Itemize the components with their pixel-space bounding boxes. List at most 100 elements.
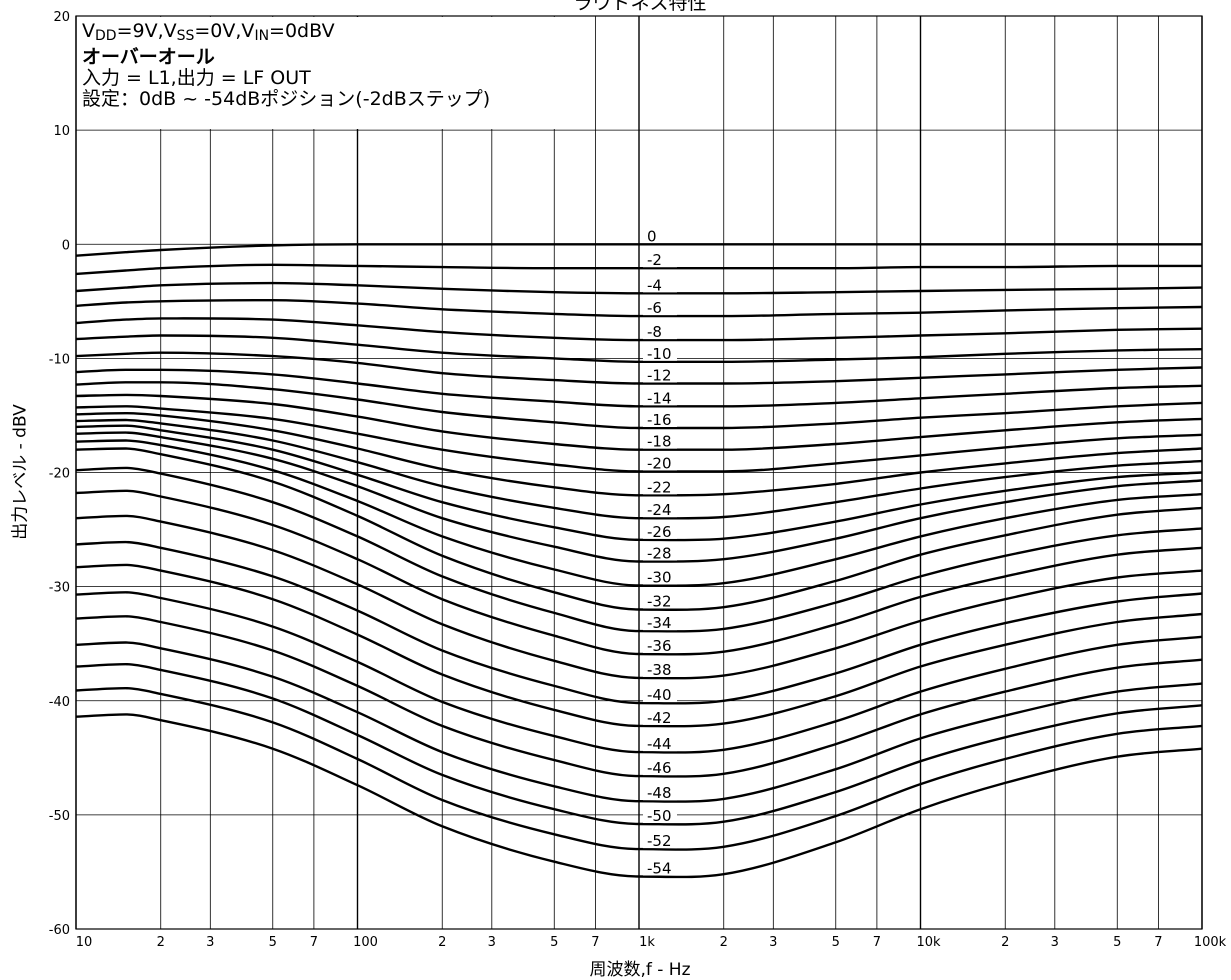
series-label: -38 [647,661,672,679]
series-label: -10 [647,345,672,363]
series-label: -28 [647,545,672,563]
series-label: 0 [647,227,657,245]
series-line [75,368,1203,408]
x-tick-label: 3 [488,935,496,950]
x-tick-label: 2 [1001,935,1009,950]
series-label-bg [643,389,677,406]
x-tick-label: 1k [639,935,655,950]
series-line [75,447,1203,611]
series-label: -8 [647,323,662,341]
series-line [75,563,1203,728]
series-lines [75,243,1203,879]
series-label-bg [643,366,677,383]
x-tick-label: 3 [769,935,777,950]
series-label: -20 [647,454,672,472]
y-tick-label: -10 [49,352,70,367]
x-tick-label: 5 [269,935,277,950]
series-label-bg [643,708,677,725]
condition-line-3: 入力 = L1,出力 = LF OUT [82,67,311,89]
series-line [75,351,1203,385]
series-label: -6 [647,299,662,317]
series-label-bg [643,636,677,653]
series-label: -36 [647,637,672,655]
series-label-bg [643,759,677,776]
series-label-bg [643,784,677,801]
x-tick-label: 10k [916,935,941,950]
series-line [75,299,1203,318]
x-tick-label: 3 [1051,935,1059,950]
y-tick-label: -30 [49,581,70,596]
series-label-bg [643,432,677,449]
series-line [75,317,1203,342]
series-label: -44 [647,735,672,753]
series-label-bg [643,344,677,361]
y-tick-label: -20 [49,467,70,482]
series-line [75,615,1203,778]
series-label-bg [643,568,677,585]
condition-line-4: 設定：0dB ~ -54dBポジション(-2dBステップ) [82,88,491,110]
x-tick-label: 7 [591,935,599,950]
condition-line-2: オーバーオール [82,46,215,68]
series-line [75,540,1203,705]
series-label-bg [643,807,677,824]
series-line [75,514,1203,680]
series-line [75,713,1203,879]
y-tick-label: -50 [49,809,70,824]
series-label: -14 [647,389,672,407]
series-line [75,381,1203,430]
series-label: -12 [647,366,672,384]
series-label-bg [643,410,677,427]
x-tick-label: 7 [1154,935,1162,950]
series-label: -4 [647,276,662,294]
series-line [75,393,1203,451]
series-label-bg [643,859,677,876]
series-label: -24 [647,501,672,519]
series-line [75,641,1203,803]
y-tick-label: 20 [53,10,70,25]
x-tick-label: 5 [832,935,840,950]
x-tick-label: 3 [206,935,214,950]
series-label-bg [643,251,677,268]
test-conditions: VDD=9V,VSS=0V,VIN=0dBV オーバーオール 入力 = L1,出… [82,21,490,110]
series-line [75,424,1203,542]
series-label: -52 [647,832,672,850]
x-tick-label: 100 [353,935,378,950]
series-label-bg [643,478,677,495]
series-line [75,418,1203,520]
series-label: -42 [647,709,672,727]
series-label: -48 [647,784,672,802]
series-label: -34 [647,614,672,632]
series-line [75,243,1202,257]
series-line [75,663,1203,826]
y-tick-label: 0 [62,238,70,253]
y-tick-label: -40 [49,695,70,710]
series-line [75,431,1203,563]
series-label: -50 [647,807,672,825]
series-line [75,281,1203,295]
series-label-bg [643,686,677,703]
series-label-bg [643,299,677,316]
series-line [75,687,1203,851]
series-label-bg [643,544,677,561]
x-tick-label: 7 [310,935,318,950]
series-line [75,263,1202,276]
y-axis-label: 出力レベル - dBV [10,404,31,540]
x-tick-label: 10 [76,935,93,950]
series-label-bg [643,522,677,539]
series-label: -2 [647,251,662,269]
chart-title: ラウドネス特性 [573,0,707,14]
series-label: -40 [647,686,672,704]
condition-backdrop [77,17,565,129]
series-line [75,405,1203,473]
series-label-bg [643,660,677,677]
series-label-bg [643,454,677,471]
series-label-bg [643,832,677,849]
series-line [75,412,1203,497]
series-line [75,334,1203,364]
series-label: -32 [647,592,672,610]
x-axis-label: 周波数,f - Hz [589,960,691,980]
x-tick-label: 2 [720,935,728,950]
series-labels: 0 -2 -4 -6 -8 -10 -12 -14 -16 -18 -20 -22 -24 -26 -28 -… [643,227,677,878]
